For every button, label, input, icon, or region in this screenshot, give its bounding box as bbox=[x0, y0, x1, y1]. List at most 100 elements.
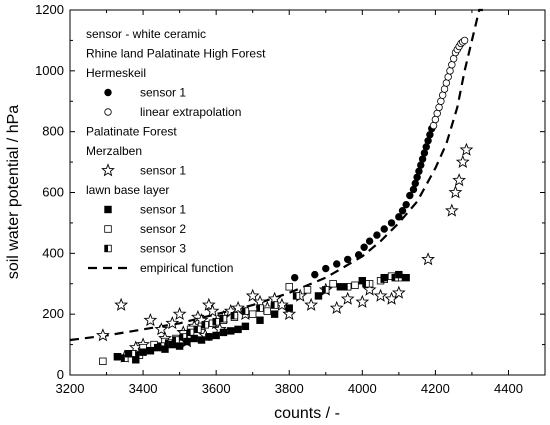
data-point-filled-square bbox=[161, 345, 169, 353]
data-point-filled-circle bbox=[420, 149, 429, 157]
legend-label: sensor 2 bbox=[140, 222, 186, 236]
data-point-half-square bbox=[343, 283, 352, 291]
x-tick-label: 3600 bbox=[202, 381, 231, 396]
data-point-star bbox=[452, 173, 467, 187]
data-point-filled-square bbox=[402, 273, 410, 282]
data-point-star bbox=[373, 288, 388, 302]
data-point-open-circle bbox=[444, 73, 452, 81]
data-point-filled-square bbox=[205, 333, 213, 341]
legend-label: empirical function bbox=[140, 261, 233, 275]
data-point-open-square bbox=[263, 307, 272, 315]
data-point-star bbox=[459, 142, 474, 156]
data-point-filled-circle bbox=[426, 131, 434, 139]
data-point-filled-square bbox=[380, 273, 388, 282]
data-point-star bbox=[362, 282, 377, 296]
data-point-half-square bbox=[186, 328, 195, 337]
data-point-filled-square bbox=[139, 348, 147, 356]
data-point-star bbox=[304, 297, 319, 311]
data-point-star bbox=[444, 203, 459, 217]
legend-swatch-half-square bbox=[104, 244, 112, 253]
data-point-star bbox=[282, 306, 297, 321]
empirical-function-curve bbox=[69, 8, 483, 342]
data-point-star bbox=[172, 306, 187, 321]
data-point-filled-circle bbox=[402, 200, 410, 209]
data-point-open-square bbox=[248, 310, 257, 318]
data-point-filled-square bbox=[395, 270, 403, 279]
legend-label: sensor 3 bbox=[140, 242, 186, 256]
data-point-half-square bbox=[219, 315, 228, 323]
y-tick-label: 0 bbox=[57, 367, 64, 382]
legend-swatch-filled-square bbox=[104, 205, 112, 214]
data-point-filled-square bbox=[227, 327, 235, 335]
data-point-filled-square bbox=[358, 277, 367, 285]
legend-heading: lawn base layer bbox=[86, 183, 169, 197]
y-tick-label: 600 bbox=[42, 185, 64, 200]
legend: sensor - white ceramic Rhine land Palatin… bbox=[86, 27, 266, 275]
data-point-star bbox=[391, 285, 406, 299]
data-point-star bbox=[421, 252, 435, 266]
x-tick-label: 4400 bbox=[494, 381, 523, 396]
y-tick-label: 1000 bbox=[35, 63, 64, 78]
data-point-open-circle bbox=[431, 115, 440, 124]
plot-area bbox=[69, 9, 546, 376]
data-point-filled-circle bbox=[360, 243, 368, 251]
y-tick-label: 800 bbox=[42, 124, 64, 139]
data-point-filled-circle bbox=[291, 273, 299, 282]
data-point-filled-square bbox=[219, 328, 228, 337]
data-point-filled-circle bbox=[411, 179, 419, 188]
data-point-half-square bbox=[322, 286, 330, 294]
data-point-filled-circle bbox=[373, 231, 381, 239]
data-point-filled-circle bbox=[424, 137, 432, 145]
data-point-open-circle bbox=[442, 79, 451, 87]
data-point-filled-circle bbox=[322, 264, 330, 273]
data-point-star bbox=[231, 300, 245, 314]
legend-label: linear extrapolation bbox=[140, 105, 241, 119]
axis-ticks: 3200 3400 3600 3800 4000 4200 4400 0 200 400 600 80… bbox=[35, 2, 545, 396]
data-point-filled-square bbox=[132, 356, 140, 364]
legend-heading: sensor - white ceramic bbox=[86, 27, 206, 41]
data-point-filled-circle bbox=[415, 167, 423, 175]
legend-swatch-open-square bbox=[104, 225, 112, 233]
data-point-open-square bbox=[285, 283, 293, 291]
data-point-open-circle bbox=[438, 91, 447, 99]
data-point-filled-square bbox=[234, 325, 242, 334]
data-point-filled-square bbox=[190, 334, 198, 343]
legend-heading: Rhine land Palatinate High Forest bbox=[86, 47, 266, 61]
data-point-star bbox=[329, 300, 344, 314]
data-point-half-square bbox=[292, 292, 301, 300]
data-point-filled-square bbox=[168, 340, 177, 349]
data-point-filled-square bbox=[256, 316, 264, 324]
data-point-half-square bbox=[194, 325, 202, 334]
data-point-filled-square bbox=[175, 342, 184, 350]
legend-heading: Hermeskeil bbox=[86, 66, 146, 80]
data-point-open-square bbox=[99, 357, 107, 366]
x-tick-label: 3200 bbox=[56, 381, 85, 396]
legend-label: sensor 1 bbox=[140, 164, 186, 178]
data-point-filled-circle bbox=[365, 237, 374, 245]
legend-heading: Merzalben bbox=[86, 144, 142, 158]
x-tick-label: 3800 bbox=[275, 381, 304, 396]
data-point-filled-circle bbox=[406, 191, 414, 200]
data-point-open-circle bbox=[440, 85, 449, 93]
x-tick-label: 3400 bbox=[129, 381, 158, 396]
legend-swatch-star bbox=[101, 163, 115, 177]
data-point-open-circle bbox=[446, 67, 454, 75]
data-point-filled-circle bbox=[343, 255, 352, 264]
y-tick-label: 1200 bbox=[35, 2, 64, 17]
data-point-filled-circle bbox=[333, 260, 341, 268]
data-point-filled-square bbox=[314, 292, 323, 300]
data-point-filled-circle bbox=[413, 173, 421, 181]
data-point-open-circle bbox=[435, 103, 443, 112]
data-point-filled-circle bbox=[311, 270, 319, 279]
legend-heading: Palatinate Forest bbox=[86, 125, 177, 139]
data-point-open-circle bbox=[433, 109, 441, 118]
data-point-filled-square bbox=[336, 283, 345, 291]
data-point-star bbox=[96, 328, 110, 342]
data-point-filled-square bbox=[183, 337, 191, 346]
data-point-filled-square bbox=[270, 310, 279, 318]
data-point-half-square bbox=[270, 301, 279, 309]
data-point-filled-square bbox=[146, 346, 155, 355]
curve-layer bbox=[69, 8, 483, 342]
legend-label: sensor 1 bbox=[140, 86, 186, 100]
